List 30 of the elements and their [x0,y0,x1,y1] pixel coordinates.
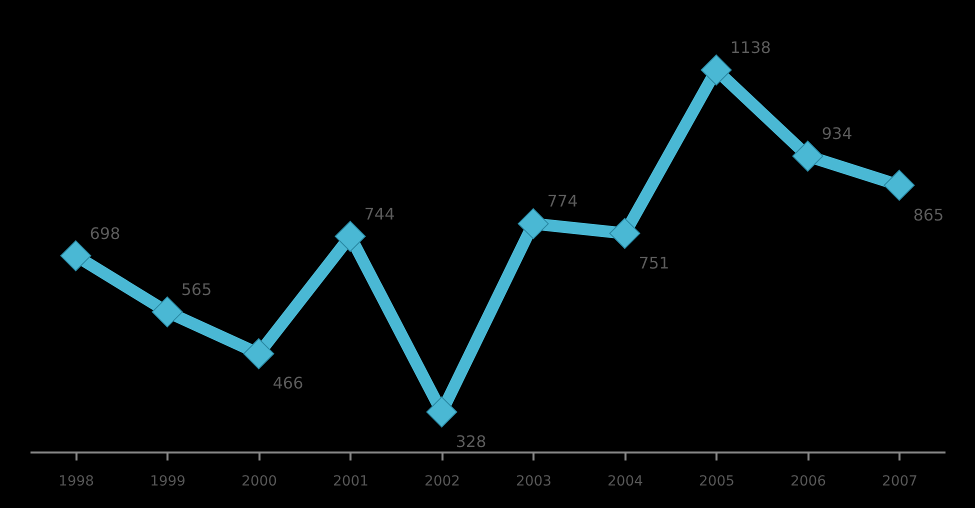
x-tick-label: 2004 [607,474,644,490]
data-label: 751 [638,253,670,272]
data-label: 698 [90,224,120,243]
point [334,220,366,252]
data-label: 744 [364,204,395,224]
x-tick-label: 2005 [698,474,735,490]
point [243,338,274,370]
point [152,296,183,328]
x-tick-label: 1999 [150,474,186,490]
x-tick-label: 2002 [424,474,460,490]
data-label: 466 [272,374,304,393]
data-label: 565 [181,280,212,299]
point [426,396,458,428]
data-label: 865 [913,205,944,224]
x-tick-label: 2007 [882,474,918,490]
point [884,170,915,201]
point [609,218,640,249]
data-label: 774 [547,192,578,211]
data-label: 1138 [730,38,771,57]
point [700,54,732,86]
x-tick-label: 2000 [241,474,278,490]
x-tick-label: 2006 [790,474,826,490]
data-label: 328 [456,432,486,451]
point [518,208,549,240]
point [792,140,824,172]
x-tick-label: 1998 [58,474,94,490]
data-label: 934 [822,124,852,144]
x-tick-label: 2001 [332,474,369,490]
x-tick-label: 2003 [516,474,552,490]
point [60,240,92,272]
